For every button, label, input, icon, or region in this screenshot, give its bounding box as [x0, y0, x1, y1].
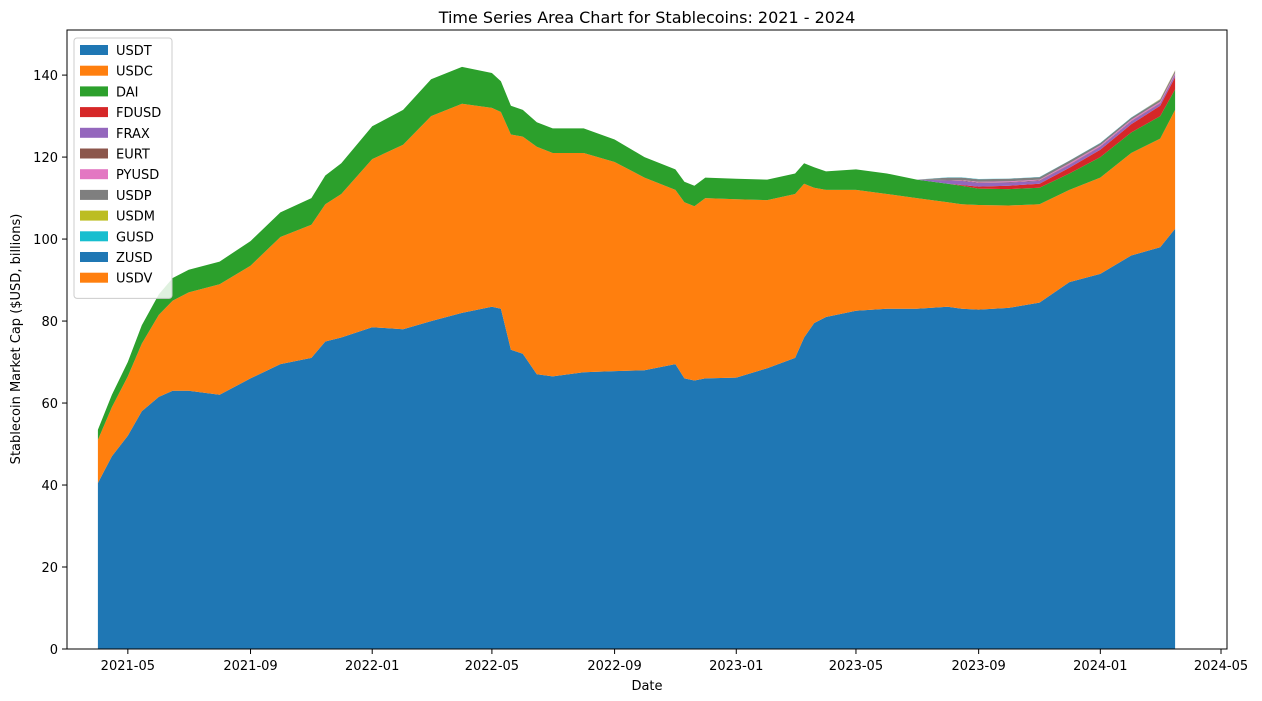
- plot-frame: [66, 29, 1228, 650]
- legend-label-eurt: EURT: [116, 148, 150, 163]
- chart-title: Time Series Area Chart for Stablecoins: …: [438, 8, 856, 27]
- legend-label-usdm: USDM: [116, 210, 155, 225]
- x-axis-label: Date: [631, 679, 662, 694]
- legend-label-usdp: USDP: [116, 189, 152, 204]
- x-tick-label: 2024-01: [1073, 659, 1127, 674]
- y-tick-label: 80: [41, 315, 58, 330]
- y-tick-label: 0: [50, 643, 58, 658]
- y-axis: 0 20 40 60 80 100 120 140: [33, 69, 67, 658]
- y-tick-label: 100: [33, 233, 58, 248]
- area-series-dai: [97, 66, 1176, 440]
- legend-swatch-usdp: [80, 189, 108, 200]
- legend-swatch-fdusd: [80, 107, 108, 118]
- y-tick-label: 60: [41, 397, 58, 412]
- y-tick-label: 120: [33, 151, 58, 166]
- area-series-usdc: [97, 103, 1176, 484]
- legend-swatch-usdt: [80, 45, 108, 55]
- legend-swatch-dai: [80, 86, 108, 97]
- x-tick-label: 2022-05: [465, 659, 519, 674]
- legend-label-usdt: USDT: [116, 44, 152, 59]
- legend-swatch-usdc: [80, 65, 108, 76]
- y-tick-label: 40: [41, 479, 58, 494]
- x-axis: 2021-05 2021-09 2022-01 2022-05 2022-09 2023-…: [101, 649, 1248, 674]
- legend-label-zusd: ZUSD: [116, 251, 153, 266]
- plot-area: [97, 66, 1176, 650]
- legend-swatch-usdm: [80, 210, 108, 221]
- legend: USDT USDC DAI FDUSD FRAX EURT PYUSD USDP USDM GUS…: [73, 37, 173, 299]
- x-tick-label: 2024-05: [1194, 659, 1248, 674]
- x-tick-label: 2023-09: [951, 659, 1005, 674]
- legend-label-dai: DAI: [116, 85, 139, 100]
- legend-swatch-usdv: [80, 272, 108, 283]
- legend-swatch-pyusd: [80, 169, 108, 180]
- legend-label-pyusd: PYUSD: [116, 168, 159, 183]
- legend-label-fdusd: FDUSD: [116, 106, 161, 121]
- legend-swatch-zusd: [80, 252, 108, 262]
- legend-label-frax: FRAX: [116, 127, 150, 142]
- y-tick-label: 20: [41, 561, 58, 576]
- legend-swatch-frax: [80, 127, 108, 138]
- x-tick-label: 2023-05: [829, 659, 883, 674]
- y-tick-label: 140: [33, 69, 58, 84]
- legend-label-gusd: GUSD: [116, 230, 154, 245]
- legend-label-usdv: USDV: [116, 272, 153, 287]
- x-tick-label: 2022-09: [587, 659, 641, 674]
- legend-label-usdc: USDC: [116, 65, 153, 80]
- x-tick-label: 2022-01: [345, 659, 399, 674]
- legend-swatch-eurt: [80, 148, 108, 159]
- x-tick-label: 2023-01: [709, 659, 763, 674]
- area-series-usdt: [97, 228, 1176, 650]
- y-axis-label: Stablecoin Market Cap ($USD, billions): [9, 214, 24, 465]
- legend-swatch-gusd: [80, 231, 108, 242]
- x-tick-label: 2021-09: [223, 659, 277, 674]
- x-tick-label: 2021-05: [101, 659, 155, 674]
